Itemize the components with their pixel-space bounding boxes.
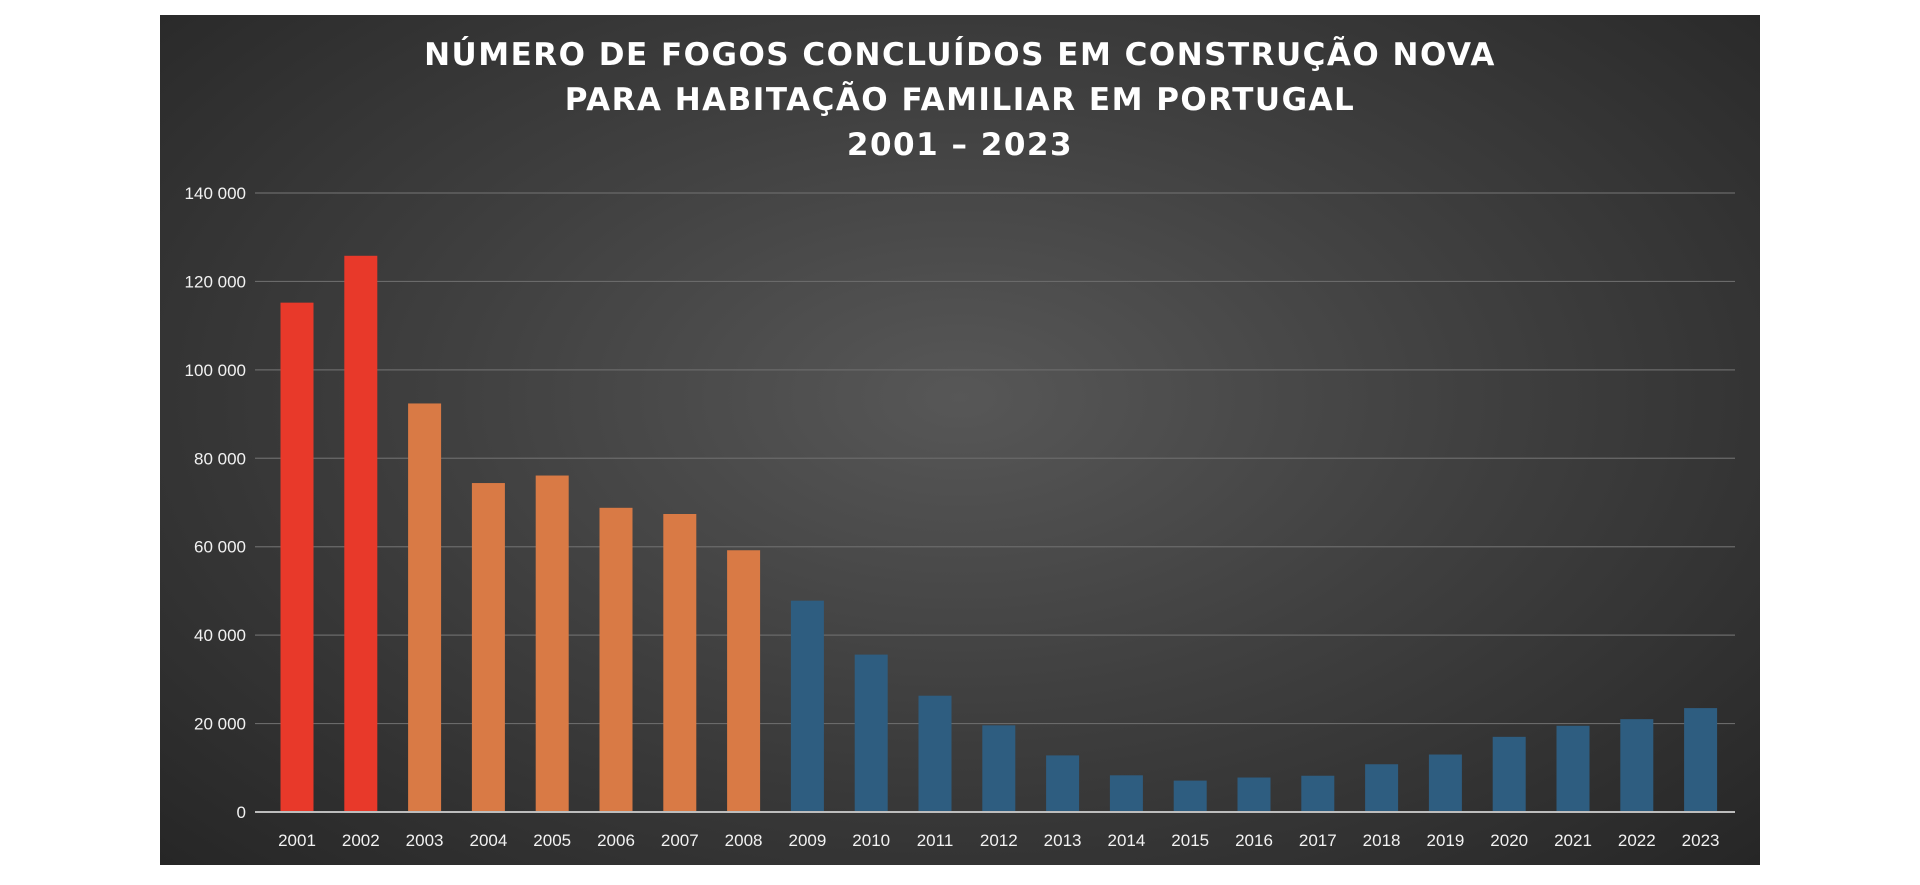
bar-2003: [408, 403, 442, 812]
chart-title-line-2: PARA HABITAÇÃO FAMILIAR EM PORTUGAL: [564, 82, 1356, 118]
bar-2006: [599, 507, 633, 812]
bar-2011: [918, 695, 952, 812]
bar-2014: [1109, 775, 1143, 812]
y-tick-label: 140 000: [185, 184, 246, 203]
bar-2013: [1046, 755, 1080, 812]
y-tick-label: 120 000: [185, 272, 246, 291]
bar-2022: [1620, 719, 1654, 812]
y-tick-label: 20 000: [194, 715, 246, 734]
x-tick-label: 2004: [469, 831, 507, 850]
chart-panel: NÚMERO DE FOGOS CONCLUÍDOS EM CONSTRUÇÃO…: [160, 15, 1760, 865]
y-axis: 0 20 000 40 000 60 000 80 000 100 000 120 000 1…: [185, 184, 246, 822]
bar-2021: [1556, 725, 1590, 812]
chart-title: NÚMERO DE FOGOS CONCLUÍDOS EM CONSTRUÇÃO…: [160, 33, 1760, 168]
bar-2010: [854, 654, 888, 812]
bar-chart: 0 20 000 40 000 60 000 80 000 100 000 120 000 1…: [185, 184, 1735, 850]
x-tick-label: 2016: [1235, 831, 1273, 850]
x-tick-label: 2005: [533, 831, 571, 850]
bar-2012: [982, 725, 1016, 812]
y-tick-label: 60 000: [194, 538, 246, 557]
bar-2023: [1684, 708, 1718, 812]
bar-2008: [727, 550, 761, 812]
x-tick-label: 2013: [1044, 831, 1082, 850]
x-tick-label: 2014: [1107, 831, 1145, 850]
x-tick-label: 2018: [1363, 831, 1401, 850]
y-tick-label: 0: [237, 803, 246, 822]
x-tick-label: 2006: [597, 831, 635, 850]
x-tick-label: 2022: [1618, 831, 1656, 850]
x-tick-label: 2002: [342, 831, 380, 850]
x-tick-label: 2012: [980, 831, 1018, 850]
bar-2007: [663, 513, 697, 812]
bar-2004: [471, 483, 505, 812]
chart-title-line-3: 2001 – 2023: [846, 127, 1074, 163]
y-tick-label: 40 000: [194, 626, 246, 645]
x-tick-label: 2011: [917, 831, 954, 850]
bar-2019: [1428, 754, 1462, 812]
y-tick-label: 100 000: [185, 361, 246, 380]
bar-2017: [1301, 775, 1335, 812]
bar-2016: [1237, 777, 1271, 812]
bar-2018: [1365, 764, 1399, 812]
bar-2002: [344, 255, 378, 812]
x-tick-label: 2010: [852, 831, 890, 850]
bar-2005: [535, 475, 569, 812]
x-tick-label: 2019: [1426, 831, 1464, 850]
y-tick-label: 80 000: [194, 449, 246, 468]
x-tick-label: 2001: [278, 831, 316, 850]
x-axis: 2001 2002 2003 2004 2005 2006 2007 2008 2009 2010…: [255, 811, 1735, 850]
bar-2015: [1173, 780, 1207, 812]
chart-title-line-1: NÚMERO DE FOGOS CONCLUÍDOS EM CONSTRUÇÃO…: [424, 37, 1496, 73]
bar-2020: [1492, 736, 1526, 812]
x-tick-label: 2003: [406, 831, 444, 850]
x-tick-label: 2017: [1299, 831, 1337, 850]
x-tick-label: 2015: [1171, 831, 1209, 850]
bar-2001: [280, 302, 314, 812]
x-tick-label: 2009: [788, 831, 826, 850]
x-tick-label: 2008: [725, 831, 763, 850]
x-tick-label: 2023: [1682, 831, 1720, 850]
x-tick-label: 2020: [1490, 831, 1528, 850]
bar-2009: [790, 600, 824, 812]
x-tick-label: 2021: [1554, 831, 1592, 850]
bars: [280, 255, 1718, 812]
x-tick-label: 2007: [661, 831, 699, 850]
